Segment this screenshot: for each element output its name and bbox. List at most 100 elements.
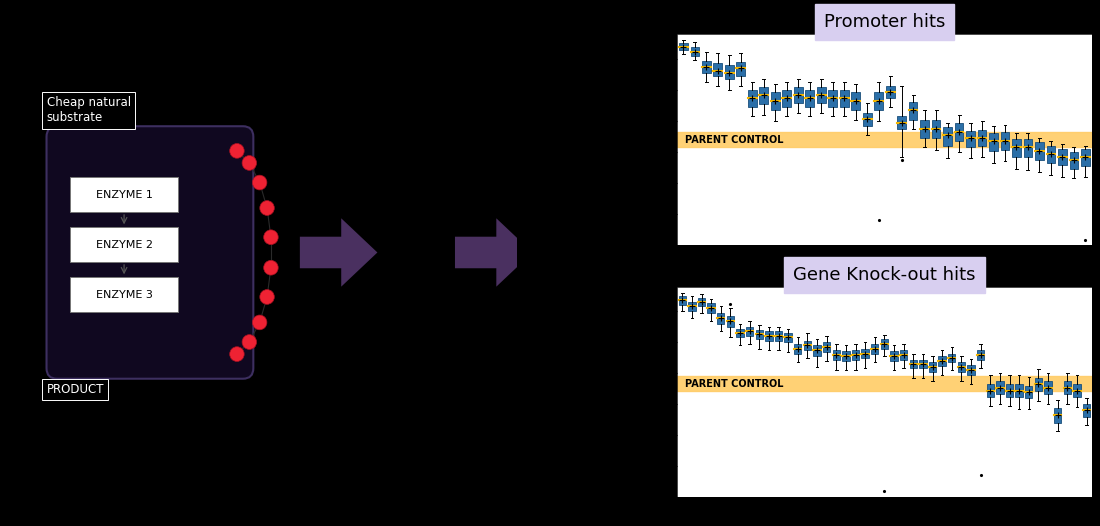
Bar — [978, 130, 987, 146]
Bar — [676, 132, 1092, 147]
Bar — [1054, 408, 1062, 423]
Bar — [1015, 385, 1023, 397]
Circle shape — [252, 175, 267, 190]
Bar — [805, 90, 814, 107]
Bar — [948, 353, 956, 362]
Bar — [928, 362, 936, 372]
Bar — [794, 343, 802, 353]
Bar — [843, 351, 849, 361]
FancyBboxPatch shape — [69, 227, 178, 262]
FancyBboxPatch shape — [69, 277, 178, 312]
Bar — [861, 349, 869, 358]
Circle shape — [242, 156, 256, 170]
Title: Gene Knock-out hits: Gene Knock-out hits — [793, 266, 976, 284]
Bar — [717, 312, 725, 324]
Bar — [804, 341, 811, 350]
Bar — [813, 346, 821, 356]
Bar — [1035, 378, 1042, 391]
Bar — [958, 362, 965, 372]
Bar — [881, 339, 888, 349]
Y-axis label: Vmax (mAbs/min): Vmax (mAbs/min) — [638, 99, 648, 180]
Polygon shape — [300, 218, 377, 287]
Text: ENZYME 3: ENZYME 3 — [96, 289, 153, 300]
Bar — [833, 350, 840, 360]
Bar — [938, 356, 946, 366]
Bar — [1046, 146, 1055, 163]
Bar — [943, 127, 951, 146]
Bar — [862, 113, 871, 126]
Bar — [898, 116, 906, 129]
Bar — [771, 92, 780, 110]
Bar — [1044, 381, 1052, 394]
Circle shape — [264, 260, 278, 275]
Bar — [1005, 385, 1013, 397]
Bar — [679, 43, 688, 50]
Bar — [1069, 152, 1078, 169]
Bar — [817, 87, 826, 104]
FancyBboxPatch shape — [69, 177, 178, 212]
Bar — [932, 119, 940, 138]
Bar — [997, 381, 1003, 394]
Circle shape — [260, 290, 274, 305]
Bar — [1074, 385, 1080, 397]
Text: PARENT CONTROL: PARENT CONTROL — [685, 379, 783, 389]
Bar — [707, 304, 715, 312]
Bar — [1082, 404, 1090, 417]
Bar — [1064, 381, 1071, 394]
Bar — [737, 62, 745, 76]
Bar — [839, 90, 848, 107]
Bar — [702, 61, 711, 73]
Bar — [900, 350, 908, 360]
Bar — [756, 330, 763, 339]
Bar — [890, 351, 898, 361]
Bar — [727, 316, 734, 327]
Bar — [886, 86, 894, 98]
Bar — [823, 342, 830, 352]
Circle shape — [264, 230, 278, 245]
Bar — [851, 350, 859, 360]
Bar — [689, 302, 695, 311]
Bar — [782, 90, 791, 107]
Bar — [794, 87, 803, 104]
Circle shape — [252, 315, 267, 330]
Circle shape — [230, 347, 244, 361]
X-axis label: Sample: Sample — [866, 291, 903, 301]
Bar — [987, 385, 994, 397]
Circle shape — [242, 335, 256, 349]
Bar — [676, 377, 1092, 391]
Bar — [828, 90, 837, 107]
Bar — [921, 119, 929, 138]
Bar — [766, 331, 772, 341]
Text: PARENT CONTROL: PARENT CONTROL — [685, 135, 783, 145]
Bar — [774, 331, 782, 341]
Bar — [725, 65, 734, 79]
Bar — [1001, 132, 1010, 150]
Bar — [1024, 139, 1032, 157]
Bar — [1081, 149, 1090, 166]
Text: PRODUCT: PRODUCT — [46, 383, 104, 396]
Y-axis label: Vmax (mAbs/min): Vmax (mAbs/min) — [638, 351, 648, 432]
Circle shape — [230, 144, 244, 158]
Text: ENZYME 1: ENZYME 1 — [96, 189, 153, 200]
Bar — [966, 131, 975, 147]
Bar — [1035, 143, 1044, 160]
Bar — [714, 63, 723, 76]
Bar — [746, 327, 754, 336]
Bar — [679, 296, 686, 305]
Bar — [784, 333, 792, 342]
Bar — [748, 90, 757, 107]
Bar — [967, 365, 975, 375]
Text: Cheap natural
substrate: Cheap natural substrate — [46, 96, 131, 125]
Bar — [989, 133, 998, 150]
Bar — [909, 102, 917, 119]
Bar — [955, 123, 964, 141]
Bar — [920, 360, 926, 368]
Bar — [736, 329, 744, 337]
Bar — [874, 92, 883, 110]
Bar — [851, 92, 860, 110]
Bar — [871, 343, 879, 353]
Bar — [697, 298, 705, 307]
Bar — [759, 87, 768, 104]
Bar — [1012, 139, 1021, 157]
Bar — [1025, 386, 1033, 398]
